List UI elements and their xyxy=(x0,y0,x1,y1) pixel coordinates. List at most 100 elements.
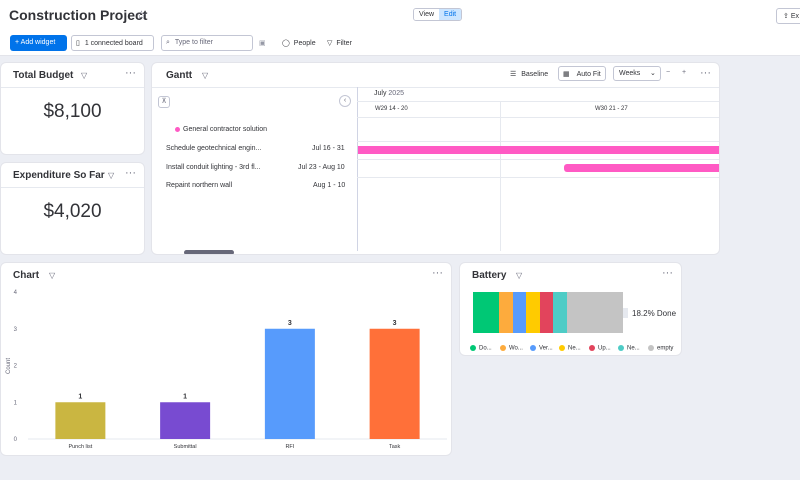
legend-item[interactable]: Ne... xyxy=(618,345,640,352)
collapse-icon[interactable]: ⊼ xyxy=(158,96,170,108)
export-button[interactable]: ⇪ Ex xyxy=(776,8,800,24)
person-icon: ◯ xyxy=(282,40,290,47)
more-icon[interactable]: ··· xyxy=(700,67,711,79)
y-tick-label: 3 xyxy=(14,327,18,333)
filter-icon[interactable]: ▽ xyxy=(81,71,88,80)
divider xyxy=(357,87,358,251)
chart-widget: Chart ▽ ··· 0 1 2 3 4 Count 1 Punch list 1 Submit… xyxy=(0,262,452,456)
battery-segment[interactable] xyxy=(499,292,513,333)
scale-select[interactable]: Weeks ⌄ xyxy=(613,66,661,81)
people-label: People xyxy=(293,40,316,47)
legend-item[interactable]: Do... xyxy=(470,345,492,352)
group-row[interactable]: General contractor solution xyxy=(175,126,267,133)
divider xyxy=(152,87,719,88)
group-dot xyxy=(175,126,180,132)
auto-fit-label: Auto Fit xyxy=(576,71,601,78)
more-icon[interactable]: ··· xyxy=(432,267,443,279)
legend-item[interactable]: empty xyxy=(648,345,673,352)
chart-bar[interactable] xyxy=(160,402,211,439)
month-label: July xyxy=(374,90,387,97)
divider xyxy=(357,141,719,142)
legend-dot xyxy=(470,345,476,351)
battery-segment[interactable] xyxy=(539,292,554,333)
expenditure-widget: Expenditure So Far ▽ ··· $4,020 xyxy=(0,162,145,255)
filter-icon[interactable]: ▽ xyxy=(108,171,115,180)
bar-value-label: 1 xyxy=(183,393,187,400)
chart-title: Chart xyxy=(13,270,40,281)
horizontal-scrollbar[interactable] xyxy=(184,250,234,254)
gantt-bar[interactable] xyxy=(358,146,719,154)
legend-label: Ne... xyxy=(627,345,640,352)
connected-board-label: 1 connected board xyxy=(84,40,143,47)
chevron-left-icon[interactable]: ‹ xyxy=(339,95,351,107)
edit-button[interactable]: Edit xyxy=(439,9,462,20)
add-widget-button[interactable]: + Add widget xyxy=(10,35,67,51)
battery-bar xyxy=(473,292,623,333)
battery-segment[interactable] xyxy=(512,292,527,333)
star-icon[interactable]: ☆ xyxy=(136,8,147,22)
toolbar: + Add widget ▯ 1 connected board ⌕ Type … xyxy=(0,35,800,51)
bar-value-label: 1 xyxy=(78,393,82,400)
auto-fit-button[interactable]: ▦ Auto Fit xyxy=(558,66,606,81)
legend-item[interactable]: Up... xyxy=(589,345,611,352)
battery-widget: Battery ▽ ··· 18.2% Done Do... Wo... Ver..… xyxy=(459,262,682,356)
zoom-in-icon[interactable]: + xyxy=(682,69,687,76)
legend-dot xyxy=(589,345,595,351)
y-tick-label: 2 xyxy=(14,364,18,370)
y-tick-label: 1 xyxy=(14,400,18,406)
task-dates: Jul 16 - 31 xyxy=(312,145,345,152)
search-icon: ⌕ xyxy=(166,39,170,46)
week-label: W29 14 - 20 xyxy=(375,106,408,112)
task-name[interactable]: Install conduit lighting - 3rd fl... xyxy=(166,164,261,171)
legend-dot xyxy=(559,345,565,351)
legend-item[interactable]: Wo... xyxy=(500,345,523,352)
people-button[interactable]: ◯ People xyxy=(282,39,316,47)
baseline-button[interactable]: ☰ Baseline xyxy=(510,70,548,78)
view-button[interactable]: View xyxy=(414,9,440,20)
legend-dot xyxy=(500,345,506,351)
battery-done-label: 18.2% Done xyxy=(632,309,677,318)
x-tick-label: Submittal xyxy=(174,444,197,450)
more-icon[interactable]: ··· xyxy=(125,167,136,179)
y-tick-label: 0 xyxy=(14,437,18,443)
y-tick-label: 4 xyxy=(14,290,18,296)
connected-board-button[interactable]: ▯ 1 connected board xyxy=(71,35,154,51)
filter-input[interactable]: ⌕ Type to filter xyxy=(161,35,253,51)
battery-tip xyxy=(623,308,628,318)
divider xyxy=(357,117,719,118)
chart-bar[interactable] xyxy=(264,328,315,439)
total-budget-widget: Total Budget ▽ ··· $8,100 xyxy=(0,62,145,155)
task-name[interactable]: Schedule geotechnical engin... xyxy=(166,145,262,152)
x-tick-label: Punch list xyxy=(68,444,92,450)
filter-icon[interactable]: ▽ xyxy=(516,271,523,280)
gantt-widget: Gantt ▽ ☰ Baseline ▦ Auto Fit Weeks ⌄ − … xyxy=(151,62,720,255)
more-icon[interactable]: ··· xyxy=(125,67,136,79)
legend-item[interactable]: Ne... xyxy=(559,345,581,352)
week-label: W30 21 - 27 xyxy=(595,106,628,112)
battery-segment[interactable] xyxy=(526,292,540,333)
task-name[interactable]: Repaint northern wall xyxy=(166,182,233,189)
battery-segment[interactable] xyxy=(473,292,500,333)
battery-segment[interactable] xyxy=(553,292,567,333)
legend-dot xyxy=(618,345,624,351)
filter-placeholder: Type to filter xyxy=(174,39,214,46)
gantt-bar[interactable] xyxy=(564,164,719,172)
battery-segment[interactable] xyxy=(566,292,623,333)
board-icon: ▯ xyxy=(76,40,80,47)
legend-label: empty xyxy=(657,345,674,352)
filter-icon: ▽ xyxy=(327,40,333,47)
legend-item[interactable]: Ver... xyxy=(530,345,553,352)
chart-bar[interactable] xyxy=(55,402,106,439)
filter-button[interactable]: ▽ Filter xyxy=(327,39,352,47)
bar-value-label: 3 xyxy=(393,320,397,327)
group-name: General contractor solution xyxy=(183,126,268,133)
chart-bar[interactable] xyxy=(369,328,420,439)
zoom-out-icon[interactable]: − xyxy=(666,69,671,76)
task-dates: Jul 23 - Aug 10 xyxy=(298,164,345,171)
legend-label: Ver... xyxy=(539,345,553,352)
more-icon[interactable]: ··· xyxy=(662,267,673,279)
filter-icon[interactable]: ▽ xyxy=(49,271,56,280)
battery-title: Battery xyxy=(472,270,507,281)
save-icon[interactable]: ▣ xyxy=(259,40,266,47)
filter-icon[interactable]: ▽ xyxy=(202,71,209,80)
